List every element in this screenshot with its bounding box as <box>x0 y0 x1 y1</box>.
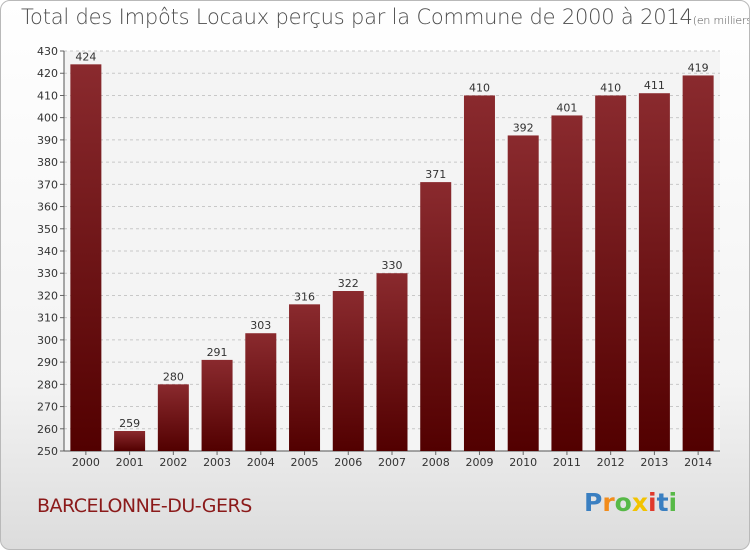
bar <box>638 93 670 451</box>
chart-unit: (en milliers d'€) <box>692 14 750 27</box>
y-tick-label: 430 <box>37 45 58 58</box>
bar <box>420 182 452 451</box>
bar <box>289 304 321 451</box>
y-tick-label: 350 <box>37 223 58 236</box>
x-tick-label: 2011 <box>553 456 581 469</box>
y-tick-label: 290 <box>37 356 58 369</box>
x-tick-label: 2003 <box>203 456 231 469</box>
x-tick-label: 2004 <box>247 456 275 469</box>
data-label: 330 <box>382 259 403 272</box>
y-tick-label: 320 <box>37 289 58 302</box>
logo-letter: x <box>631 488 648 517</box>
x-tick-label: 2013 <box>640 456 668 469</box>
commune-name: BARCELONNE-DU-GERS <box>37 495 252 517</box>
bar <box>332 291 364 451</box>
y-tick-label: 280 <box>37 378 58 391</box>
data-label: 424 <box>75 50 96 63</box>
x-tick-label: 2007 <box>378 456 406 469</box>
logo-letter: i <box>648 488 657 517</box>
bar <box>70 64 102 452</box>
data-label: 316 <box>294 290 315 303</box>
data-label: 259 <box>119 417 140 430</box>
bar <box>595 95 627 451</box>
y-tick-label: 330 <box>37 267 58 280</box>
data-label: 371 <box>425 168 446 181</box>
data-label: 280 <box>163 370 184 383</box>
x-tick-label: 2000 <box>72 456 100 469</box>
x-tick-label: 2001 <box>116 456 144 469</box>
x-tick-label: 2009 <box>465 456 493 469</box>
y-tick-label: 270 <box>37 401 58 414</box>
data-label: 410 <box>600 81 621 94</box>
chart-title-text: Total des Impôts Locaux perçus par la Co… <box>21 5 693 29</box>
bar <box>114 431 146 451</box>
y-tick-label: 390 <box>37 134 58 147</box>
bar <box>201 359 233 451</box>
y-tick-label: 300 <box>37 334 58 347</box>
data-label: 291 <box>207 346 228 359</box>
bar <box>376 273 408 451</box>
chart-title: Total des Impôts Locaux perçus par la Co… <box>21 5 750 29</box>
proxiti-logo: Proxiti <box>584 488 677 517</box>
x-tick-label: 2006 <box>334 456 362 469</box>
x-tick-label: 2010 <box>509 456 537 469</box>
logo-letter: i <box>668 488 678 517</box>
x-tick-label: 2014 <box>684 456 712 469</box>
x-tick-label: 2002 <box>159 456 187 469</box>
y-tick-label: 340 <box>37 245 58 258</box>
logo-letter: r <box>602 488 615 517</box>
x-tick-label: 2005 <box>291 456 319 469</box>
bar <box>507 135 539 451</box>
y-tick-label: 310 <box>37 312 58 325</box>
x-tick-label: 2012 <box>597 456 625 469</box>
data-label: 322 <box>338 277 359 290</box>
y-tick-label: 380 <box>37 156 58 169</box>
bar <box>551 115 583 451</box>
bar <box>682 75 714 451</box>
bar <box>463 95 495 451</box>
y-tick-label: 420 <box>37 67 58 80</box>
logo-letter: o <box>614 488 632 517</box>
data-label: 392 <box>513 121 534 134</box>
y-tick-label: 360 <box>37 201 58 214</box>
y-tick-label: 370 <box>37 178 58 191</box>
data-label: 303 <box>250 319 271 332</box>
logo-letter: P <box>584 488 603 517</box>
data-label: 410 <box>469 81 490 94</box>
y-tick-label: 410 <box>37 89 58 102</box>
data-label: 401 <box>556 101 577 114</box>
x-tick-label: 2008 <box>422 456 450 469</box>
data-label: 419 <box>688 61 709 74</box>
bar <box>157 384 189 451</box>
y-tick-label: 400 <box>37 112 58 125</box>
logo-letter: t <box>656 488 669 517</box>
data-label: 411 <box>644 79 665 92</box>
y-tick-label: 260 <box>37 423 58 436</box>
bar <box>245 333 277 451</box>
y-tick-label: 250 <box>37 445 58 458</box>
